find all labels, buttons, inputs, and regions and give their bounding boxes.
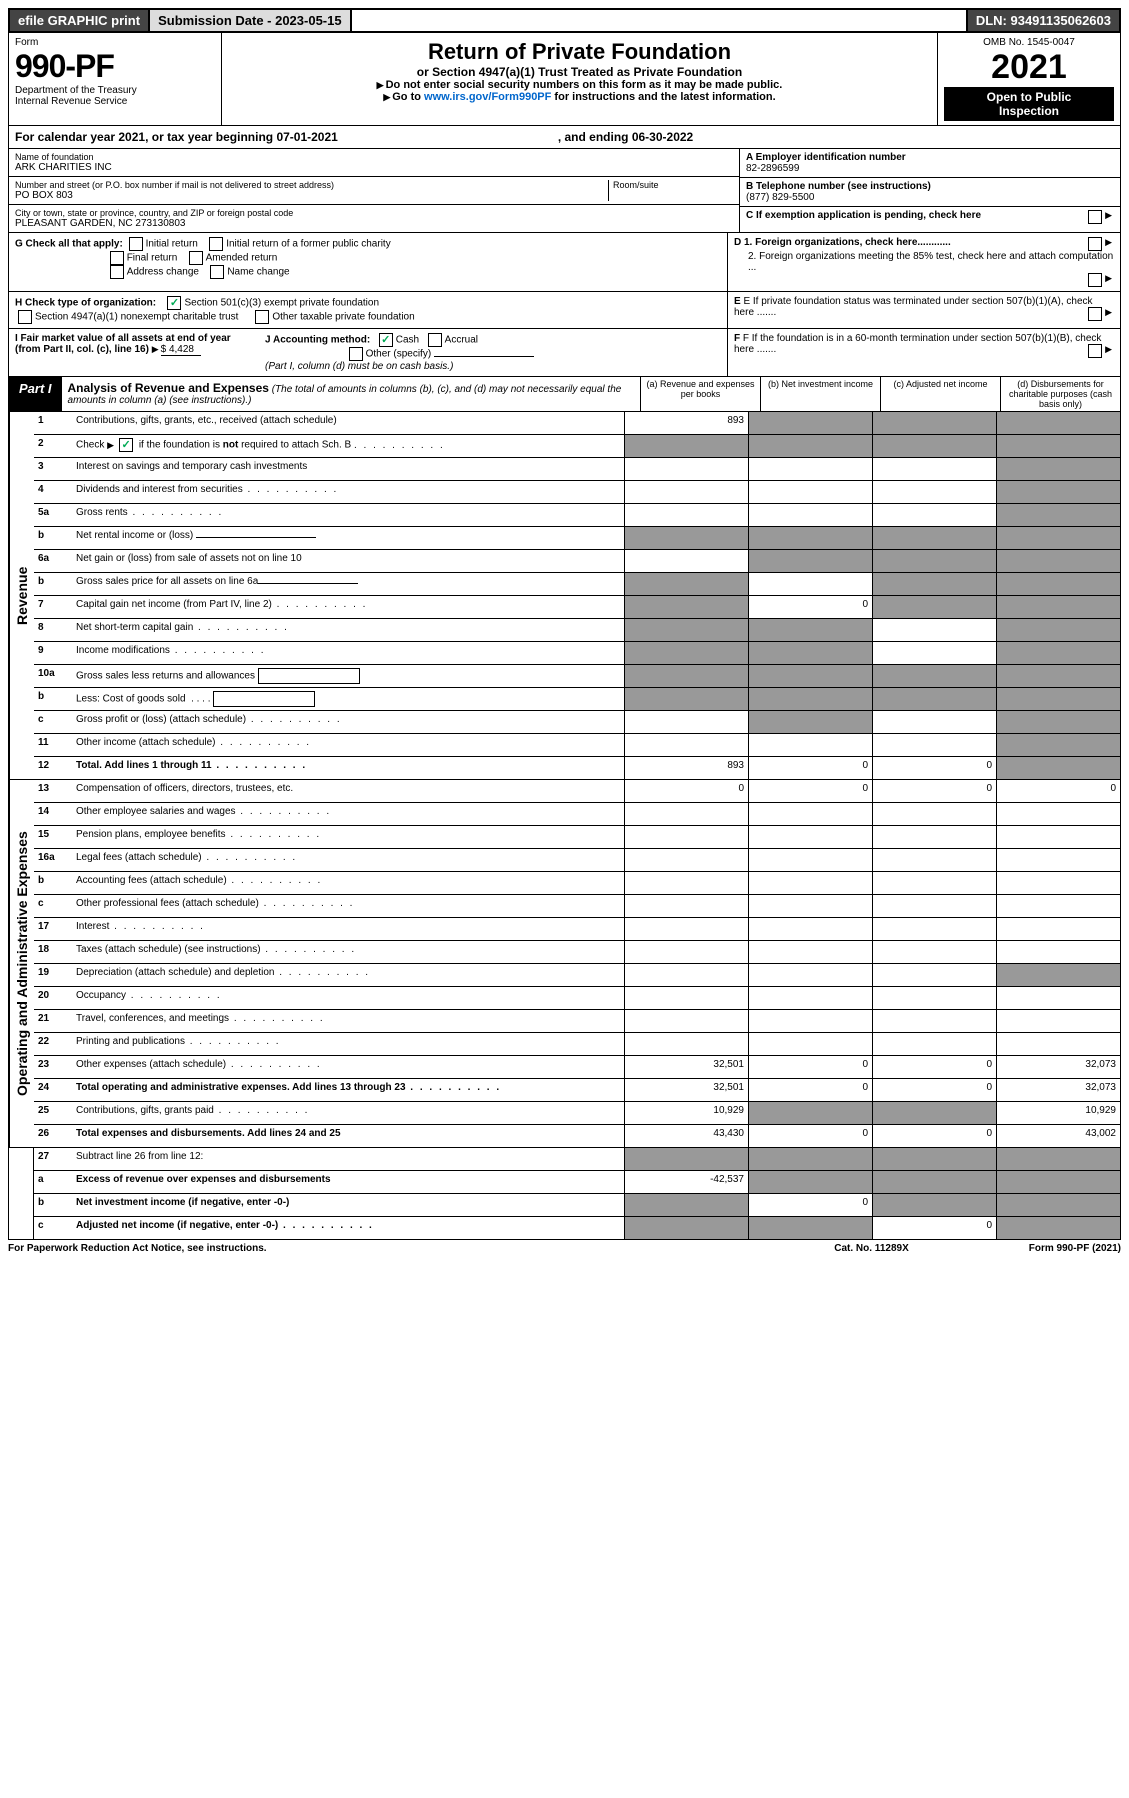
col-d-head: (d) Disbursements for charitable purpose… [1000, 377, 1120, 411]
501c3-checkbox[interactable] [167, 296, 181, 310]
header-right: OMB No. 1545-0047 2021 Open to PublicIns… [937, 33, 1120, 125]
ein: 82-2896599 [746, 163, 1114, 174]
name-cell: Name of foundation ARK CHARITIES INC [9, 149, 740, 177]
city-state-zip: PLEASANT GARDEN, NC 273130803 [15, 218, 733, 229]
tax-year: 2021 [944, 48, 1114, 87]
col-a-head: (a) Revenue and expenses per books [640, 377, 760, 411]
part1-label: Part I [9, 377, 62, 411]
open-public: Open to PublicInspection [944, 87, 1114, 121]
expenses-side-label: Operating and Administrative Expenses [9, 780, 34, 1147]
footer-form: Form 990-PF (2021) [1029, 1243, 1121, 1254]
col-c-head: (c) Adjusted net income [880, 377, 1000, 411]
cal-end: , and ending 06-30-2022 [558, 130, 693, 144]
section-i: I Fair market value of all assets at end… [8, 329, 1121, 377]
irs-link[interactable]: www.irs.gov/Form990PF [424, 91, 551, 103]
60month-checkbox[interactable] [1088, 344, 1102, 358]
exemption-cell: C If exemption application is pending, c… [740, 207, 1120, 224]
note-1: Do not enter social security numbers on … [228, 79, 931, 91]
header-mid: Return of Private Foundation or Section … [222, 33, 937, 125]
amended-return-checkbox[interactable] [189, 251, 203, 265]
other-taxable-checkbox[interactable] [255, 310, 269, 324]
note-2: Go to www.irs.gov/Form990PF for instruct… [228, 91, 931, 103]
initial-return-checkbox[interactable] [129, 237, 143, 251]
cash-checkbox[interactable] [379, 333, 393, 347]
form-subtitle: or Section 4947(a)(1) Trust Treated as P… [228, 65, 931, 79]
footer-left: For Paperwork Reduction Act Notice, see … [8, 1243, 267, 1254]
cal-begin: For calendar year 2021, or tax year begi… [15, 130, 338, 144]
part1-header: Part I Analysis of Revenue and Expenses … [8, 377, 1121, 412]
fmv-value: $ 4,428 [161, 344, 201, 356]
ein-cell: A Employer identification number 82-2896… [740, 149, 1120, 178]
form-header: Form 990-PF Department of the Treasury I… [8, 33, 1121, 126]
foundation-name: ARK CHARITIES INC [15, 162, 733, 173]
initial-former-checkbox[interactable] [209, 237, 223, 251]
footer-catno: Cat. No. 11289X [834, 1243, 908, 1254]
room-label: Room/suite [613, 180, 733, 190]
name-change-checkbox[interactable] [210, 265, 224, 279]
efile-label: efile GRAPHIC print [10, 10, 150, 31]
other-method-checkbox[interactable] [349, 347, 363, 361]
foreign-org-checkbox[interactable] [1088, 237, 1102, 251]
terminated-checkbox[interactable] [1088, 307, 1102, 321]
dept-label: Department of the Treasury [15, 85, 215, 96]
section-g: G Check all that apply: Initial return I… [8, 233, 1121, 292]
part1-desc: Analysis of Revenue and Expenses (The to… [62, 377, 640, 411]
expenses-section: Operating and Administrative Expenses 13… [8, 780, 1121, 1148]
phone: (877) 829-5500 [746, 192, 1114, 203]
revenue-section: Revenue 1Contributions, gifts, grants, e… [8, 412, 1121, 780]
exemption-checkbox[interactable] [1088, 210, 1102, 224]
address-cell: Number and street (or P.O. box number if… [9, 177, 740, 205]
revenue-side-label: Revenue [9, 412, 34, 779]
irs-label: Internal Revenue Service [15, 96, 215, 107]
col-b-head: (b) Net investment income [760, 377, 880, 411]
calendar-year-row: For calendar year 2021, or tax year begi… [8, 126, 1121, 149]
city-cell: City or town, state or province, country… [9, 205, 740, 232]
foreign-85-checkbox[interactable] [1088, 273, 1102, 287]
dln: DLN: 93491135062603 [966, 10, 1119, 31]
submission-date: Submission Date - 2023-05-15 [150, 10, 352, 31]
form-word: Form [15, 37, 215, 48]
form-title: Return of Private Foundation [228, 39, 931, 65]
top-bar: efile GRAPHIC print Submission Date - 20… [8, 8, 1121, 33]
line27-section: 27Subtract line 26 from line 12: aExcess… [8, 1148, 1121, 1240]
phone-cell: B Telephone number (see instructions) (8… [740, 178, 1120, 207]
form-number: 990-PF [15, 48, 215, 85]
accrual-checkbox[interactable] [428, 333, 442, 347]
org-info: Name of foundation ARK CHARITIES INC Num… [8, 149, 1121, 233]
4947a1-checkbox[interactable] [18, 310, 32, 324]
schb-checkbox[interactable] [119, 438, 133, 452]
final-return-checkbox[interactable] [110, 251, 124, 265]
omb-number: OMB No. 1545-0047 [944, 37, 1114, 48]
address: PO BOX 803 [15, 190, 608, 201]
address-change-checkbox[interactable] [110, 265, 124, 279]
page-footer: For Paperwork Reduction Act Notice, see … [8, 1240, 1121, 1257]
section-h: H Check type of organization: Section 50… [8, 292, 1121, 329]
header-left: Form 990-PF Department of the Treasury I… [9, 33, 222, 125]
